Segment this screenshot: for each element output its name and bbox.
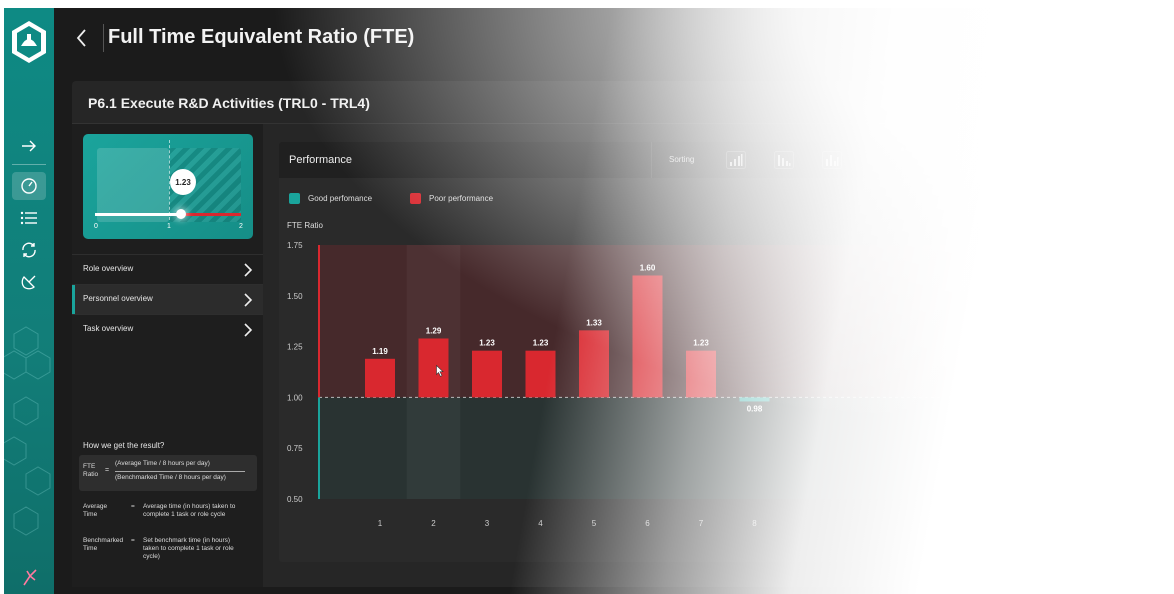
formula-heading: How we get the result? xyxy=(83,441,165,450)
x-tick-label: 2 xyxy=(431,519,436,528)
bar-value-label: 1.23 xyxy=(533,339,549,348)
formula-box: FTE Ratio = (Average Time / 8 hours per … xyxy=(79,455,257,491)
definition-equals: = xyxy=(131,537,135,544)
x-tick-label: 5 xyxy=(592,519,597,528)
menu-item-role-overview[interactable]: Role overview xyxy=(72,254,263,284)
card-title: P6.1 Execute R&D Activities (TRL0 - TRL4… xyxy=(88,95,370,111)
menu-item-label: Role overview xyxy=(83,264,134,273)
x-tick-label: 6 xyxy=(645,519,650,528)
y-tick-label: 1.00 xyxy=(287,393,303,402)
formula-lhs: FTE Ratio xyxy=(83,463,98,479)
gauge-tick-2: 2 xyxy=(239,223,243,230)
top-bar: Full Time Equivalent Ratio (FTE) xyxy=(54,8,1174,70)
chevron-right-icon xyxy=(244,323,253,337)
definition-term-line1: Benchmarked xyxy=(83,537,124,544)
deer-logo-icon xyxy=(23,569,37,586)
menu-item-task-overview[interactable]: Task overview xyxy=(72,314,263,344)
gauge-tick-1: 1 xyxy=(167,223,171,230)
definition-benchmarked-time: Benchmarked Time = Set benchmark time (i… xyxy=(83,537,263,563)
formula-lhs-line1: FTE xyxy=(83,463,96,470)
x-tick-label: 8 xyxy=(752,519,757,528)
faded-user-info: ● xyxy=(899,144,906,155)
definition-term-line2: Time xyxy=(83,545,98,552)
definition-term-line2: Time xyxy=(83,511,98,518)
list-icon[interactable] xyxy=(12,204,46,232)
definition-term: Benchmarked Time xyxy=(83,537,127,553)
page-title: Full Time Equivalent Ratio (FTE) xyxy=(108,26,415,48)
bar-value-label: 1.19 xyxy=(372,347,388,356)
bar-7 xyxy=(686,350,716,398)
y-tick-label: 0.50 xyxy=(287,495,303,504)
rail-divider xyxy=(12,164,46,165)
bar-8 xyxy=(739,397,770,402)
y-axis-label: FTE Ratio xyxy=(287,221,324,230)
definition-term-line1: Average xyxy=(83,503,108,510)
definition-description: Average time (in hours) taken to complet… xyxy=(143,503,236,518)
chevron-right-icon xyxy=(244,263,253,277)
formula-numerator: (Average Time / 8 hours per day) xyxy=(115,460,210,467)
chevron-right-icon xyxy=(244,293,253,307)
bar-4 xyxy=(525,350,556,398)
bar-value-label: 1.29 xyxy=(426,326,442,335)
formula-lhs-line2: Ratio xyxy=(83,471,99,478)
process-card: P6.1 Execute R&D Activities (TRL0 - TRL4… xyxy=(72,81,1172,587)
gauge-track-poor xyxy=(181,213,241,216)
performance-panel: Performance Sorting Good perfomance Poor… xyxy=(279,142,1159,562)
gauge-good-zone xyxy=(97,148,169,222)
y-tick-label: 0.75 xyxy=(287,444,303,453)
definition-average-time: Average Time = Average time (in hours) t… xyxy=(83,503,263,529)
x-tick-label: 1 xyxy=(378,519,383,528)
gauge-value-bubble: 1.23 xyxy=(170,169,196,195)
bar-value-label: 0.98 xyxy=(747,404,763,413)
app-logo-icon xyxy=(12,21,46,63)
y-tick-label: 1.75 xyxy=(287,241,303,250)
app-window: Full Time Equivalent Ratio (FTE) P6.1 Ex… xyxy=(4,8,1174,594)
x-tick-label: 7 xyxy=(699,519,704,528)
bar-value-label: 1.60 xyxy=(640,263,656,272)
formula-equals: = xyxy=(105,467,110,474)
hexagon-pattern-icon xyxy=(4,326,51,536)
definition-description: Set benchmark time (in hours) taken to c… xyxy=(143,537,234,560)
satellite-icon[interactable] xyxy=(12,268,46,296)
bar-6 xyxy=(632,275,663,398)
menu-item-label: Task overview xyxy=(83,324,134,333)
bar-value-label: 1.33 xyxy=(586,318,602,327)
bar-value-label: 1.23 xyxy=(479,339,495,348)
title-separator xyxy=(103,24,104,52)
bar-value-label: 1.23 xyxy=(693,339,709,348)
y-tick-label: 1.50 xyxy=(287,292,303,301)
dashboard-gauge-icon[interactable] xyxy=(12,172,46,200)
gauge-knob xyxy=(176,209,186,219)
menu-item-personnel-overview[interactable]: Personnel overview xyxy=(72,284,263,314)
refresh-icon[interactable] xyxy=(12,236,46,264)
fte-gauge-preview: 1.23 0 1 2 xyxy=(83,134,253,239)
fte-bar-chart: FTE Ratio 1.75 1.50 1.25 1.00 0.75 0.50 1.19 1 1.… xyxy=(287,221,1139,528)
bar-2 xyxy=(418,338,449,398)
side-rail xyxy=(4,8,54,594)
definition-equals: = xyxy=(131,503,135,510)
formula-fraction-bar xyxy=(115,471,245,472)
left-panel: 1.23 0 1 2 Role overview Personnel overv… xyxy=(72,124,263,587)
bar-3 xyxy=(472,350,502,398)
menu-item-label: Personnel overview xyxy=(83,294,153,303)
definition-term: Average Time xyxy=(83,503,127,519)
gauge-tick-0: 0 xyxy=(94,223,98,230)
bar-5 xyxy=(579,330,609,398)
expand-arrow-icon[interactable] xyxy=(12,132,46,160)
x-tick-label: 4 xyxy=(538,519,543,528)
bar-1 xyxy=(365,358,395,398)
y-tick-label: 1.25 xyxy=(287,343,303,352)
gauge-track-good xyxy=(95,213,181,216)
back-chevron-icon[interactable] xyxy=(72,26,92,50)
x-tick-label: 3 xyxy=(485,519,490,528)
formula-denominator: (Benchmarked Time / 8 hours per day) xyxy=(115,474,226,481)
